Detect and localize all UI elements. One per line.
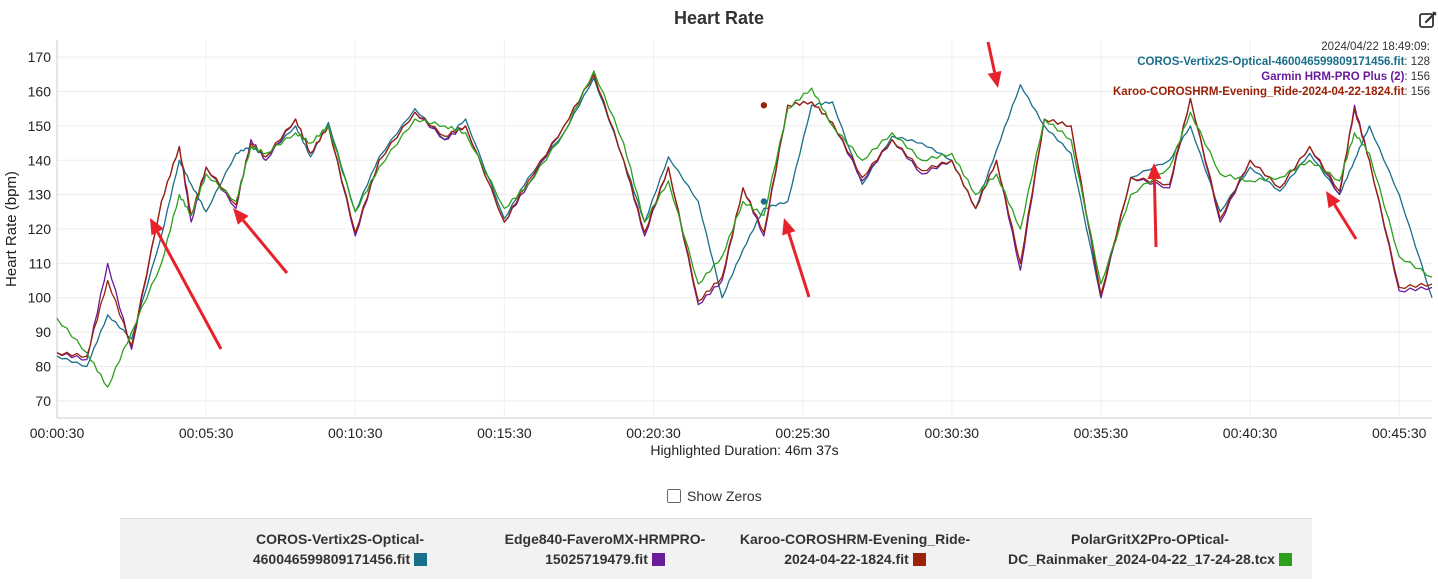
legend-swatch xyxy=(414,553,428,566)
series-line xyxy=(56,73,1433,361)
hover-point xyxy=(760,102,768,109)
tooltip-series-name: Karoo-COROSHRM-Evening_Ride-2024-04-22-1… xyxy=(1113,86,1405,98)
legend-item-edge840[interactable]: Edge840-FaveroMX-HRMPRO- 15025719479.fit xyxy=(485,529,725,569)
show-zeros-checkbox[interactable] xyxy=(667,489,681,503)
annotation-arrows xyxy=(150,41,1358,350)
y-tick-label: 80 xyxy=(35,358,51,374)
legend-swatch xyxy=(651,553,665,566)
tooltip-value: : 128 xyxy=(1404,56,1430,68)
x-tick-label: 00:25:30 xyxy=(775,425,830,441)
show-zeros-toggle[interactable]: Show Zeros xyxy=(667,488,762,504)
heart-rate-chart: 70 80 90 100 110 120 130 140 150 160 170 00:00:30 00… xyxy=(3,40,1433,458)
y-tick-label: 110 xyxy=(29,255,52,271)
annotation-arrow-shaft xyxy=(1152,178,1158,248)
annotation-arrow-head xyxy=(150,218,164,236)
axes: 70 80 90 100 110 120 130 140 150 160 170 00:00:30 00… xyxy=(3,40,1432,458)
legend-label-line1: PolarGritX2Pro-OPtical- xyxy=(1071,531,1229,547)
show-zeros-label: Show Zeros xyxy=(687,488,762,504)
annotation-arrow-head xyxy=(1326,191,1341,209)
y-tick-label: 120 xyxy=(28,221,52,237)
x-tick-label: 00:30:30 xyxy=(925,425,980,441)
series-lines xyxy=(56,70,1433,388)
y-tick-label: 140 xyxy=(28,152,52,168)
edit-icon[interactable] xyxy=(1417,9,1438,31)
tooltip: 2024/04/22 18:49:09: COROS-Vertix2S-Optic… xyxy=(1113,41,1430,98)
tooltip-series-name: COROS-Vertix2S-Optical-46004659980917145… xyxy=(1137,56,1404,68)
x-tick-label: 00:00:30 xyxy=(30,425,85,441)
legend-label-line2: 2024-04-22-1824.fit xyxy=(784,551,909,567)
legend-label-line2: 15025719479.fit xyxy=(545,551,648,567)
annotation-arrow-head xyxy=(782,218,796,236)
annotation-arrow-head xyxy=(233,208,249,225)
legend-item-coros[interactable]: COROS-Vertix2S-Optical- 4600465998091714… xyxy=(225,529,455,569)
x-tick-label: 00:40:30 xyxy=(1223,425,1278,441)
tooltip-value: : 156 xyxy=(1404,71,1430,83)
x-tick-label: 00:35:30 xyxy=(1074,425,1129,441)
y-axis-title: Heart Rate (bpm) xyxy=(3,171,20,287)
hover-markers xyxy=(760,102,768,205)
x-tick-label: 00:20:30 xyxy=(626,425,681,441)
y-tick-label: 130 xyxy=(28,187,52,203)
annotation-arrow-shaft xyxy=(156,231,223,350)
legend-item-karoo[interactable]: Karoo-COROSHRM-Evening_Ride- 2024-04-22-… xyxy=(730,529,980,569)
annotation-arrow-shaft xyxy=(1333,203,1358,240)
series-line xyxy=(56,70,1433,388)
tooltip-line: Karoo-COROSHRM-Evening_Ride-2024-04-22-1… xyxy=(1113,86,1430,98)
hover-point xyxy=(760,198,768,205)
legend-item-polar[interactable]: PolarGritX2Pro-OPtical- DC_Rainmaker_202… xyxy=(990,529,1310,569)
tooltip-value: : 156 xyxy=(1404,86,1430,98)
y-tick-label: 150 xyxy=(28,118,52,134)
annotation-arrow-shaft xyxy=(986,41,997,73)
x-axis-title: Highlighted Duration: 46m 37s xyxy=(650,442,838,458)
x-tick-label: 00:05:30 xyxy=(179,425,234,441)
series-line xyxy=(56,73,1433,358)
legend-label-line1: Edge840-FaveroMX-HRMPRO- xyxy=(504,531,706,547)
legend-label-line1: COROS-Vertix2S-Optical- xyxy=(255,531,425,547)
tooltip-line: Garmin HRM-PRO Plus (2): 156 xyxy=(1261,71,1430,83)
legend-swatch xyxy=(1278,553,1292,566)
y-tick-label: 70 xyxy=(35,393,51,409)
y-tick-label: 90 xyxy=(35,324,51,340)
legend-label-line2: 460046599809171456.fit xyxy=(252,551,411,567)
x-tick-label: 00:45:30 xyxy=(1372,425,1427,441)
x-tick-label: 00:10:30 xyxy=(328,425,383,441)
y-tick-label: 170 xyxy=(28,49,52,65)
annotation-arrow-shaft xyxy=(787,232,811,298)
legend: COROS-Vertix2S-Optical- 4600465998091714… xyxy=(120,518,1312,579)
y-tick-label: 160 xyxy=(28,84,52,100)
annotation-arrow-head xyxy=(1147,163,1162,180)
y-tick-label: 100 xyxy=(28,290,52,306)
series-line xyxy=(56,77,1433,368)
legend-swatch xyxy=(912,553,926,566)
annotation-arrow-shaft xyxy=(242,219,289,274)
tooltip-series-name: Garmin HRM-PRO Plus (2) xyxy=(1261,71,1404,83)
x-tick-label: 00:15:30 xyxy=(477,425,532,441)
grid xyxy=(56,40,1432,418)
chart-title: Heart Rate xyxy=(673,8,765,28)
legend-label-line2: DC_Rainmaker_2024-04-22_17-24-28.tcx xyxy=(1008,551,1275,567)
tooltip-line: COROS-Vertix2S-Optical-46004659980917145… xyxy=(1137,56,1430,68)
tooltip-time: 2024/04/22 18:49:09: xyxy=(1321,41,1430,53)
legend-label-line1: Karoo-COROSHRM-Evening_Ride- xyxy=(739,531,971,547)
annotation-arrow-head xyxy=(987,70,1002,88)
